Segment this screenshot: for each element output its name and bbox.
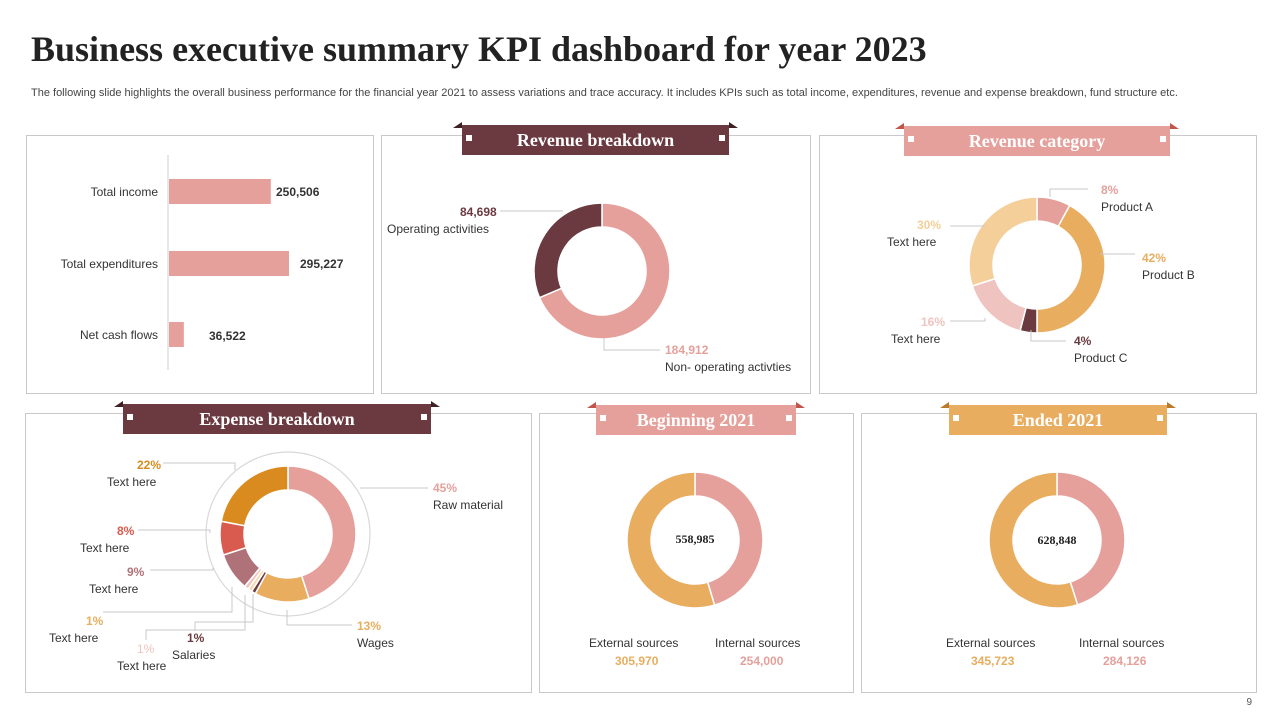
donut-slice (538, 202, 671, 340)
donut-slice (220, 465, 289, 527)
donut-slice (988, 471, 1079, 609)
leader-line (1049, 188, 1088, 197)
beginning-2021-title: Beginning 2021 (636, 409, 756, 430)
slice-label: Text here (887, 235, 937, 249)
slice-label: Operating activities (387, 222, 490, 236)
slice-value-label: 13% (357, 619, 382, 633)
slice-value-label: 8% (1101, 183, 1119, 197)
donut-slice (694, 471, 764, 607)
slice-label: Internal sources (715, 636, 801, 650)
donut-slice (1056, 471, 1126, 606)
slice-label: Text here (89, 582, 139, 596)
slice-value-label: 254,000 (740, 654, 784, 668)
expense-breakdown-panel (25, 413, 532, 693)
slice-label: Text here (80, 541, 130, 555)
bar (169, 251, 289, 276)
leader-line (145, 595, 246, 640)
revenue-category-ribbon: Revenue category (895, 123, 1179, 156)
slice-value-label: 9% (127, 565, 145, 579)
bar-category-label: Net cash flows (79, 328, 158, 342)
slice-value-label: 42% (1142, 251, 1167, 265)
beginning-2021-ribbon: Beginning 2021 (587, 402, 805, 435)
slice-value-label: 16% (921, 315, 946, 329)
leader-line (286, 610, 352, 626)
slice-value-label: 8% (117, 524, 135, 538)
slice-label: Non- operating activties (665, 360, 792, 374)
donut-slice (287, 465, 357, 600)
slice-label: Text here (49, 631, 99, 645)
revenue-category-panel (819, 135, 1257, 394)
leader-line (103, 587, 233, 613)
bar-category-label: Total expenditures (60, 257, 158, 271)
donut-slice (971, 277, 1027, 332)
bar-value-label: 36,522 (209, 329, 246, 343)
slice-value-label: 84,698 (460, 205, 497, 219)
slice-label: Wages (357, 636, 394, 650)
donut-center-total: 628,848 (1037, 533, 1077, 547)
leader-line (1030, 330, 1066, 342)
slice-label: Product C (1074, 351, 1128, 365)
revenue-breakdown-ribbon: Revenue breakdown (453, 122, 738, 155)
slice-value-label: 184,912 (665, 343, 709, 357)
page-description: The following slide highlights the overa… (31, 87, 1178, 99)
slice-value-label: 345,723 (971, 654, 1015, 668)
expense-breakdown-title: Expense breakdown (199, 408, 355, 429)
slice-label: Product B (1142, 268, 1195, 282)
page-number: 9 (1246, 697, 1252, 708)
slice-value-label: 1% (86, 614, 104, 628)
ended-2021-panel (861, 413, 1257, 693)
bar-category-label: Total income (90, 185, 158, 199)
bar-value-label: 295,227 (300, 257, 344, 271)
revenue-breakdown-panel (381, 135, 811, 394)
slice-label: Internal sources (1079, 636, 1165, 650)
slice-label: External sources (589, 636, 679, 650)
ended-2021-ribbon: Ended 2021 (940, 402, 1176, 435)
revenue-category-title: Revenue category (968, 130, 1106, 151)
donut-slice (1036, 204, 1106, 334)
slice-label: Product A (1101, 200, 1154, 214)
donut-outer-ring (205, 451, 371, 617)
donut-center-total: 558,985 (675, 532, 715, 546)
slice-value-label: 30% (917, 218, 942, 232)
revenue-breakdown-title: Revenue breakdown (516, 129, 675, 150)
slice-label: External sources (946, 636, 1036, 650)
donut-slice (968, 196, 1038, 287)
slice-value-label: 22% (137, 458, 162, 472)
leader-line (138, 529, 211, 533)
leader-line (150, 568, 214, 571)
bar (169, 179, 271, 204)
leader-line (194, 594, 254, 631)
slice-label: Text here (891, 332, 941, 346)
bar (169, 322, 184, 347)
leader-line (163, 462, 236, 470)
slice-label: Text here (107, 475, 157, 489)
slice-value-label: 305,970 (615, 654, 659, 668)
leader-line (950, 318, 986, 322)
donut-slice (533, 202, 603, 299)
expense-breakdown-ribbon: Expense breakdown (114, 401, 440, 434)
slice-label: Raw material (433, 498, 504, 512)
slice-label: Salaries (172, 648, 216, 662)
slice-label: Text here (117, 659, 167, 673)
slice-value-label: 45% (433, 481, 458, 495)
leader-line (603, 338, 660, 351)
slice-value-label: 4% (1074, 334, 1092, 348)
page-title: Business executive summary KPI dashboard… (31, 29, 927, 69)
ended-2021-title: Ended 2021 (1012, 409, 1104, 430)
slice-value-label: 1% (187, 631, 205, 645)
bar-value-label: 250,506 (276, 185, 320, 199)
slice-value-label: 1% (137, 642, 155, 656)
donut-slice (626, 471, 716, 609)
slice-value-label: 284,126 (1103, 654, 1147, 668)
